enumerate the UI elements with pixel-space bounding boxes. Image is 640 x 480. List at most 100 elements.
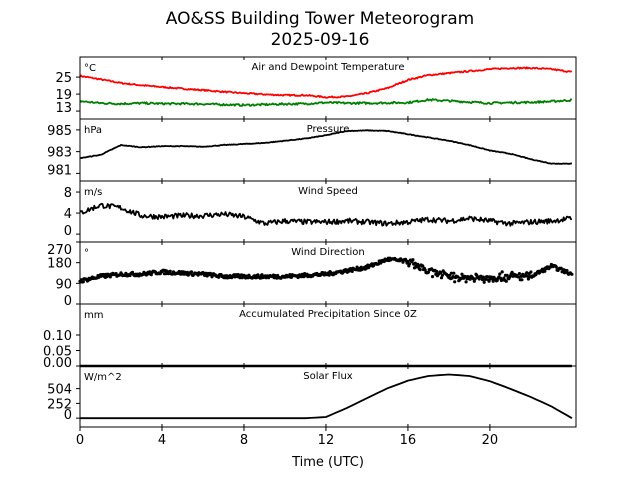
data-point bbox=[505, 273, 509, 277]
data-point bbox=[520, 278, 524, 282]
panel-wind-speed: 8 4 0 m/s Wind Speed bbox=[64, 180, 577, 243]
data-point bbox=[487, 279, 491, 283]
data-point bbox=[484, 277, 488, 281]
data-point bbox=[439, 271, 443, 275]
data-point bbox=[217, 275, 221, 279]
data-point bbox=[440, 273, 444, 277]
data-point bbox=[543, 269, 547, 273]
data-point bbox=[529, 270, 533, 274]
data-point bbox=[327, 273, 331, 277]
data-point bbox=[418, 268, 422, 272]
data-point bbox=[565, 269, 569, 273]
y-tick-label: 985 bbox=[47, 124, 72, 139]
series-line-wind-speed bbox=[79, 202, 572, 227]
series-line-pressure bbox=[79, 129, 573, 165]
y-tick-label: 0.00 bbox=[43, 356, 72, 371]
data-point bbox=[480, 278, 485, 282]
y-tick-label: 25 bbox=[55, 71, 72, 86]
chart-subtitle: 2025-09-16 bbox=[271, 30, 370, 50]
data-point bbox=[570, 272, 574, 276]
data-point bbox=[168, 269, 172, 273]
data-point bbox=[426, 270, 430, 274]
x-tick-label: 8 bbox=[240, 433, 248, 448]
data-point bbox=[376, 262, 380, 266]
data-point bbox=[238, 276, 242, 280]
x-tick-label: 12 bbox=[318, 433, 335, 448]
y-tick-label: 8 bbox=[64, 186, 72, 201]
data-point bbox=[452, 271, 456, 275]
data-point bbox=[254, 276, 258, 280]
data-point bbox=[406, 259, 410, 264]
unit-label: m/s bbox=[84, 187, 102, 198]
series-line-air-temperature bbox=[79, 66, 572, 99]
y-tick-label: 983 bbox=[47, 146, 72, 161]
x-tick-label: 16 bbox=[400, 433, 417, 448]
y-tick-label: 0 bbox=[64, 224, 72, 239]
data-point bbox=[485, 275, 490, 279]
x-tick-label: 4 bbox=[158, 433, 166, 448]
data-point bbox=[504, 279, 508, 283]
data-point bbox=[413, 261, 417, 265]
panel-title: Wind Direction bbox=[291, 247, 365, 258]
data-point bbox=[288, 273, 292, 277]
y-tick-label: 0 bbox=[64, 294, 72, 309]
y-tick-label: 504 bbox=[47, 383, 72, 398]
y-tick-label: 4 bbox=[64, 207, 72, 222]
data-point bbox=[423, 268, 427, 272]
data-point bbox=[401, 260, 405, 264]
data-point bbox=[464, 280, 468, 284]
y-tick-label: 13 bbox=[55, 101, 72, 116]
data-point bbox=[517, 272, 522, 276]
data-point bbox=[210, 275, 214, 279]
data-point bbox=[124, 271, 128, 275]
panel-accumulated-precipitation-since-0z: 0.100.050.00 mm Accumulated Precipitation … bbox=[43, 303, 577, 371]
panel-title: Pressure bbox=[307, 124, 350, 135]
unit-label: W/m^2 bbox=[84, 372, 122, 383]
x-axis-label: Time (UTC) bbox=[291, 455, 364, 470]
data-point bbox=[559, 266, 563, 270]
x-tick-label: 0 bbox=[76, 433, 84, 448]
data-point bbox=[449, 271, 453, 275]
x-tick-label: 20 bbox=[482, 433, 499, 448]
unit-label: ° bbox=[84, 248, 89, 259]
y-tick-label: 981 bbox=[47, 163, 72, 178]
y-tick-label: 19 bbox=[55, 88, 72, 103]
data-point bbox=[498, 272, 502, 276]
data-point bbox=[482, 280, 486, 284]
data-point bbox=[481, 275, 485, 279]
data-point bbox=[417, 264, 421, 268]
panel-frame bbox=[79, 365, 577, 428]
data-point bbox=[411, 258, 415, 262]
panel-title: Air and Dewpoint Temperature bbox=[252, 62, 405, 73]
data-point bbox=[451, 275, 455, 279]
data-point bbox=[468, 277, 472, 281]
data-point bbox=[355, 265, 359, 269]
data-point bbox=[525, 271, 529, 275]
data-point bbox=[473, 277, 477, 281]
data-point bbox=[408, 262, 412, 266]
data-point bbox=[430, 275, 435, 279]
chart-title: AO&SS Building Tower Meteorogram bbox=[166, 9, 474, 29]
data-point bbox=[460, 272, 464, 276]
panel-title: Accumulated Precipitation Since 0Z bbox=[239, 309, 417, 320]
unit-label: °C bbox=[84, 63, 96, 74]
data-point bbox=[421, 264, 425, 268]
data-point bbox=[350, 269, 354, 273]
data-point bbox=[491, 279, 495, 283]
y-tick-label: 270 bbox=[47, 243, 72, 258]
series-line-solar-flux bbox=[80, 373, 573, 420]
series-line-dewpoint bbox=[79, 98, 573, 107]
data-point bbox=[526, 274, 530, 278]
y-tick-label: 0.10 bbox=[43, 329, 72, 344]
panel-title: Wind Speed bbox=[298, 186, 358, 197]
y-tick-label: 252 bbox=[47, 397, 72, 412]
unit-label: hPa bbox=[84, 125, 102, 136]
data-point bbox=[517, 275, 521, 279]
unit-label: mm bbox=[84, 310, 103, 321]
data-point bbox=[108, 275, 112, 279]
data-point bbox=[258, 276, 262, 280]
